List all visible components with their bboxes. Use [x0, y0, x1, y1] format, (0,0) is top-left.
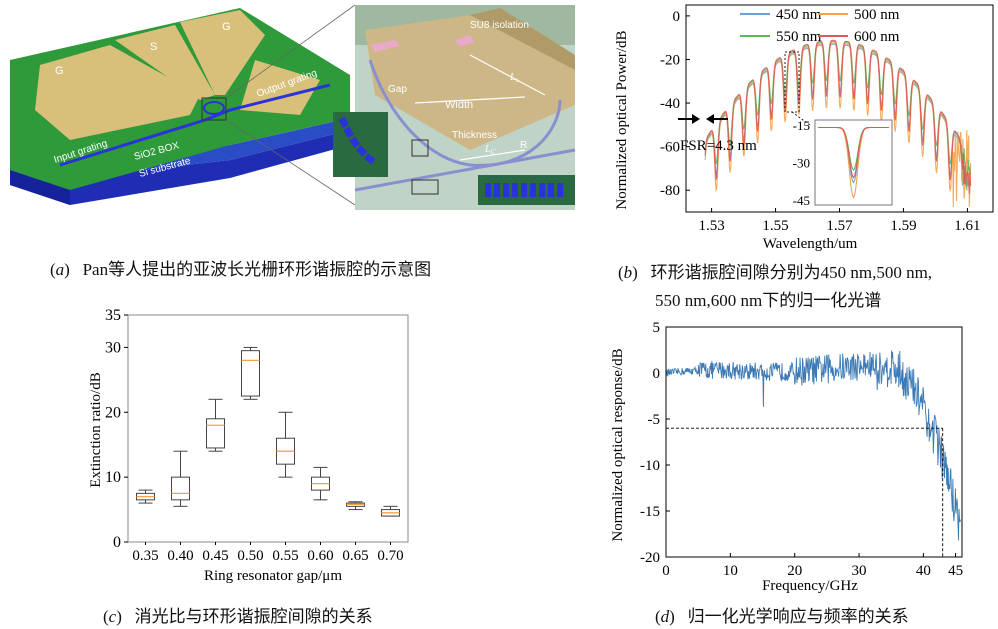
frequency-response-chart: Normalized optical response/dB Frequency…: [610, 320, 963, 594]
b-legend-label: 500 nm: [854, 7, 900, 23]
d-x-tick-label: 20: [787, 563, 802, 579]
bus-waveguide: [59, 83, 331, 167]
label-lc: LC: [484, 144, 496, 156]
c-x-tick-label: 0.50: [237, 548, 263, 564]
c-y-tick-label: 30: [105, 339, 121, 356]
electrode-g2: [180, 10, 265, 95]
inset-y-tick-label: -45: [793, 193, 810, 208]
inset-y-tick-label: -15: [793, 118, 810, 133]
label-g1: G: [55, 65, 64, 77]
inset-frame: [814, 119, 893, 206]
b-legend-label: 600 nm: [854, 29, 900, 45]
d-response-series: [666, 350, 962, 541]
d-y-tick-label: 5: [653, 320, 661, 336]
d-y-axis-label: Normalized optical response/dB: [610, 348, 626, 541]
label-s: S: [150, 41, 157, 53]
c-box: [241, 350, 260, 397]
c-y-tick-label: 35: [105, 307, 121, 324]
caption-c: (c) 消光比与环形谐振腔间隙的关系: [103, 607, 373, 626]
b-x-tick-label: 1.61: [954, 218, 980, 234]
label-g2: G: [222, 21, 231, 33]
caption-d: (d) 归一化光学响应与频率的关系: [655, 607, 909, 626]
si-substrate-layer: [10, 130, 350, 205]
d-x-tick-label: 10: [723, 563, 738, 579]
label-ls: Ls: [509, 72, 519, 84]
grating-teeth-right: [485, 183, 563, 197]
c-y-tick-label: 0: [113, 534, 121, 551]
fsr-label: FSR=4.3 nm: [680, 138, 757, 154]
label-thickness: Thickness: [452, 130, 497, 141]
b-y-tick-label: -40: [660, 96, 680, 112]
b-x-tick-label: 1.53: [698, 218, 724, 234]
ring-resonator-schematic: G S G Output grating Input grating SiO2 …: [10, 4, 576, 210]
c-x-tick-label: 0.60: [307, 548, 333, 564]
d-x-tick-label: 30: [852, 563, 867, 579]
b-y-tick-label: -80: [660, 183, 680, 199]
label-su8: SU8 isolation: [470, 20, 529, 31]
c-box: [171, 476, 190, 501]
c-box: [206, 418, 225, 449]
zoom-box: [201, 97, 227, 121]
d-plot-frame: [665, 326, 963, 558]
inset-series: [818, 126, 889, 179]
b-y-axis-label: Normalized optical Power/dB: [614, 30, 630, 209]
d-y-tick-label: -15: [640, 504, 660, 520]
b-y-tick-label: -20: [660, 52, 680, 68]
zoom-electrode: [365, 15, 575, 150]
caption-b-line2: 550 nm,600 nm下的归一化光谱: [655, 291, 882, 310]
d-x-tick-label: 0: [662, 563, 670, 579]
c-x-tick-label: 0.55: [272, 548, 298, 564]
electrode-g1: [35, 45, 200, 140]
inset-y-tick-label: -30: [793, 156, 810, 171]
d-x-tick-label: 40: [916, 563, 931, 579]
panel-c-boxplot: Extinction ratio/dB Ring resonator gap/μ…: [80, 305, 440, 590]
b-y-tick-label: -60: [660, 140, 680, 156]
fsr-annotation: FSR=4.3 nm: [678, 114, 757, 154]
b-legend-label: 450 nm: [776, 7, 822, 23]
c-x-tick-label: 0.70: [377, 548, 403, 564]
zoom-ring-waveguide: [368, 59, 562, 167]
panel-a-schematic: G S G Output grating Input grating SiO2 …: [0, 0, 580, 225]
b-y-tick-label: 0: [673, 9, 681, 25]
c-x-tick-label: 0.65: [342, 548, 368, 564]
b-x-tick-label: 1.57: [826, 218, 853, 234]
b-x-axis-label: Wavelength/um: [763, 236, 858, 252]
d-y-tick-label: -10: [640, 458, 660, 474]
d-y-tick-label: -5: [648, 412, 661, 428]
d-x-tick-label: 45: [948, 563, 963, 579]
c-plot-frame: [127, 314, 409, 543]
electrode-s: [115, 25, 215, 100]
label-r: R: [520, 140, 527, 151]
c-y-axis-label: Extinction ratio/dB: [88, 372, 104, 487]
label-gap: Gap: [388, 84, 407, 95]
d-x-axis-label: Frequency/GHz: [762, 578, 858, 594]
b-x-tick-label: 1.59: [890, 218, 916, 234]
c-x-tick-label: 0.45: [202, 548, 228, 564]
d-y-tick-label: -20: [640, 550, 660, 566]
extinction-boxplot: Extinction ratio/dB Ring resonator gap/μ…: [88, 307, 409, 584]
panel-b-spectrum: Normalized optical Power/dB Wavelength/u…: [600, 0, 998, 255]
b-x-tick-label: 1.55: [762, 218, 788, 234]
spectrum-inset: -15 -30 -45: [793, 118, 893, 208]
spectrum-chart: Normalized optical Power/dB Wavelength/u…: [614, 4, 994, 252]
label-width: Width: [445, 99, 473, 111]
b-legend-label: 550 nm: [776, 29, 822, 45]
ring: [203, 101, 225, 115]
c-x-axis-label: Ring resonator gap/μm: [204, 568, 342, 584]
panel-d-response: Normalized optical response/dB Frequency…: [600, 315, 998, 595]
c-y-tick-label: 10: [105, 469, 121, 486]
c-x-tick-label: 0.40: [167, 548, 193, 564]
caption-a: (a) Pan等人提出的亚波长光栅环形谐振腔的示意图: [50, 260, 432, 279]
grating-teeth-left: [338, 116, 376, 165]
c-y-tick-label: 20: [105, 404, 121, 421]
caption-b-line1: (b) 环形谐振腔间隙分别为450 nm,500 nm,: [618, 263, 933, 282]
b-series-600-nm: [704, 39, 972, 194]
d-y-tick-label: 0: [653, 366, 661, 382]
b-legend: 450 nm 500 nm 550 nm 600 nm: [740, 7, 900, 45]
c-x-tick-label: 0.35: [132, 548, 158, 564]
